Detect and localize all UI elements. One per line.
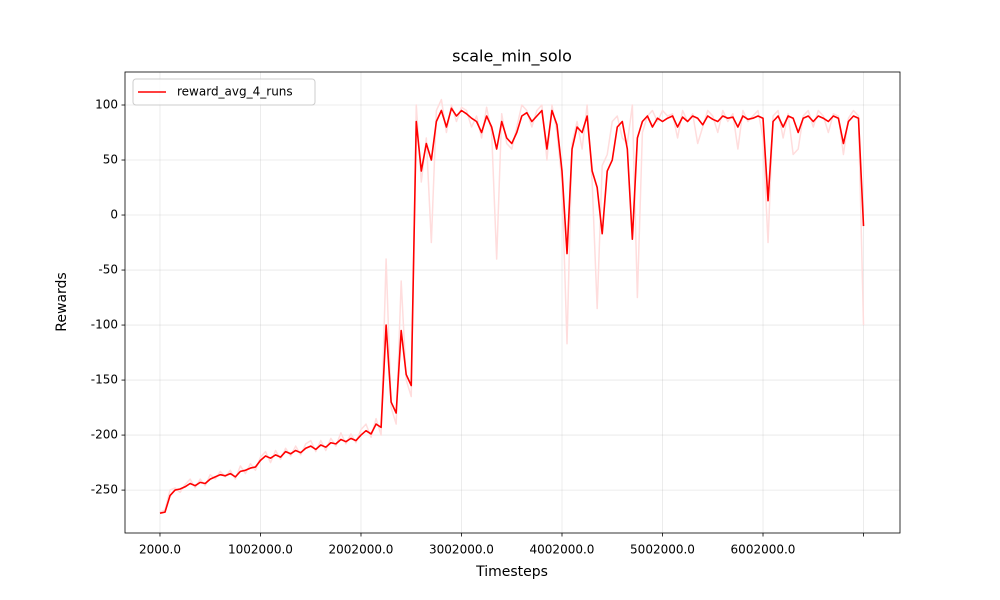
data-line xyxy=(159,107,865,514)
plot-frame xyxy=(124,71,901,534)
x-tick-label: 5002000.0 xyxy=(630,543,695,557)
y-axis-label: Rewards xyxy=(54,272,70,331)
y-tick-label: -150 xyxy=(91,373,118,387)
y-tick-label: -100 xyxy=(91,318,118,332)
y-tick-label: -50 xyxy=(98,263,118,277)
y-tick-label: -250 xyxy=(91,483,118,497)
x-tick-label: 4002000.0 xyxy=(530,543,595,557)
legend-label: reward_avg_4_runs xyxy=(177,85,293,99)
y-tick-label: 0 xyxy=(110,208,118,222)
x-tick-label: 2002000.0 xyxy=(329,543,394,557)
y-tick-label: 50 xyxy=(103,153,118,167)
x-tick-label: 2000.0 xyxy=(139,543,181,557)
x-tick-label: 1002000.0 xyxy=(228,543,293,557)
chart-title: scale_min_solo xyxy=(452,47,572,67)
x-tick-label: 6002000.0 xyxy=(731,543,796,557)
y-tick-label: -200 xyxy=(91,428,118,442)
x-axis-label: Timesteps xyxy=(475,564,548,580)
y-tick-label: 100 xyxy=(95,98,118,112)
x-tick-label: 3002000.0 xyxy=(429,543,494,557)
legend-box xyxy=(132,78,316,106)
